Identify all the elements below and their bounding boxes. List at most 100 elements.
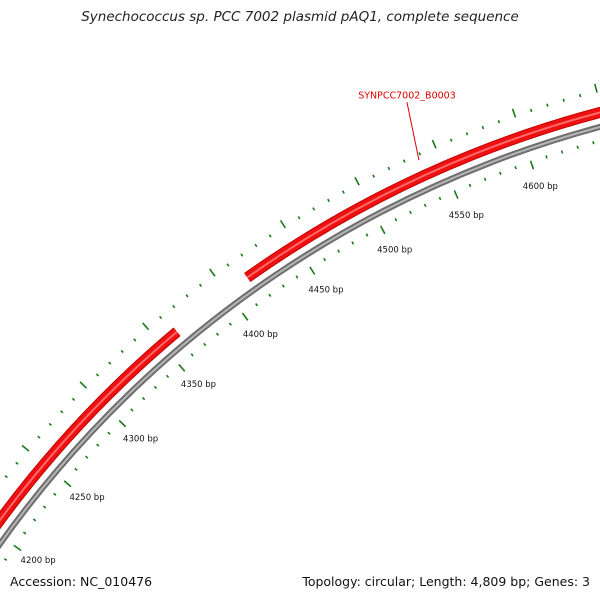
inner-tick — [468, 183, 472, 188]
inner-tick — [295, 275, 299, 279]
inner-tick — [309, 266, 316, 275]
inner-tick — [96, 443, 100, 447]
inner-tick — [63, 480, 72, 488]
outer-tick — [497, 119, 501, 124]
inner-tick — [379, 225, 386, 235]
outer-tick — [95, 373, 100, 377]
outer-tick — [4, 475, 8, 479]
outer-tick — [562, 98, 565, 102]
inner-tick — [141, 396, 146, 401]
inner-tick — [409, 210, 412, 215]
outer-tick — [133, 338, 137, 342]
gene-arcs — [0, 106, 600, 530]
outer-tick — [341, 190, 345, 194]
gene-arc-2-outline — [0, 327, 181, 530]
outer-tick — [79, 381, 88, 389]
outer-tick — [418, 152, 422, 156]
inner-tick — [560, 150, 564, 154]
outer-tick — [594, 83, 598, 93]
scale-label: 4250 bp — [69, 493, 104, 503]
inner-tick — [228, 322, 232, 326]
inner-tick — [576, 145, 579, 149]
inner-tick — [190, 353, 194, 357]
backbone-arc-group — [0, 123, 600, 550]
outer-tick — [529, 108, 533, 113]
outer-tick — [297, 216, 301, 220]
inner-tick — [13, 544, 22, 552]
inner-tick — [281, 284, 285, 288]
scale-label: 4350 bp — [181, 380, 216, 390]
gene-arc-1-highlight — [246, 111, 600, 279]
outer-tick — [465, 132, 469, 136]
scale-labels: 4200 bp 4250 bp 4300 bp 4350 bp 4400 bp 4450 … — [21, 182, 558, 566]
inner-tick — [241, 312, 249, 321]
inner-tick — [215, 332, 220, 336]
outer-tick — [226, 263, 230, 267]
inner-tick — [53, 492, 57, 496]
backbone-arc-highlight — [0, 125, 600, 546]
outer-tick — [511, 108, 517, 118]
inner-tick — [529, 160, 535, 170]
gene-callouts: SYNPCC7002_B0003 — [358, 90, 456, 161]
outer-tick — [354, 176, 360, 186]
inner-tick — [268, 293, 272, 297]
outer-tick — [15, 461, 19, 465]
inner-tick — [130, 408, 134, 412]
inner-tick — [85, 455, 89, 459]
inner-tick — [32, 518, 37, 522]
inner-tick — [545, 155, 548, 159]
outer-tick — [279, 219, 287, 229]
outer-tick — [372, 174, 376, 178]
scale-label: 4550 bp — [449, 211, 484, 221]
tick-marks — [3, 83, 598, 561]
scale-label: 4200 bp — [21, 556, 56, 566]
inner-tick — [74, 467, 78, 471]
outer-tick — [481, 125, 485, 130]
inner-tick — [351, 241, 355, 245]
scale-label: 4600 bp — [523, 182, 558, 192]
inner-tick — [453, 190, 459, 200]
outer-tick — [142, 322, 150, 331]
inner-tick — [365, 233, 369, 237]
map-title: Synechococcus sp. PCC 7002 plasmid pAQ1,… — [81, 9, 519, 25]
inner-tick — [165, 374, 170, 379]
outer-tick — [449, 138, 453, 142]
inner-tick — [255, 303, 259, 307]
inner-tick — [323, 257, 327, 262]
outer-tick — [240, 253, 244, 257]
gene-arc-2 — [0, 328, 180, 528]
scale-label: 4300 bp — [123, 434, 158, 444]
inner-tick — [22, 531, 27, 535]
outer-tick — [254, 243, 258, 248]
outer-tick — [48, 422, 52, 427]
outer-tick — [37, 435, 41, 439]
inner-tick — [499, 171, 502, 176]
outer-tick — [268, 234, 272, 238]
inner-tick — [178, 363, 186, 372]
scale-label: 4400 bp — [243, 330, 278, 340]
outer-tick — [402, 159, 406, 163]
outer-tick — [172, 304, 176, 309]
inner-tick — [337, 249, 341, 253]
inner-tick — [153, 385, 158, 390]
outer-tick — [312, 207, 316, 211]
backbone-arc — [0, 123, 600, 550]
inner-tick — [3, 557, 8, 561]
inner-tick — [118, 419, 127, 428]
inner-tick — [592, 141, 595, 145]
outer-tick — [120, 349, 124, 354]
outer-tick — [108, 361, 112, 365]
scale-label: 4500 bp — [377, 245, 412, 255]
outer-tick — [579, 93, 582, 98]
outer-tick — [21, 444, 30, 452]
gene-label: SYNPCC7002_B0003 — [358, 90, 456, 101]
inner-tick — [514, 165, 517, 170]
outer-tick — [546, 103, 549, 107]
outer-tick — [159, 315, 163, 320]
outer-tick — [431, 139, 437, 149]
outer-tick — [71, 397, 76, 401]
outer-tick — [185, 294, 189, 298]
accession-text: Accession: NC_010476 — [10, 574, 153, 589]
inner-tick — [203, 342, 207, 347]
